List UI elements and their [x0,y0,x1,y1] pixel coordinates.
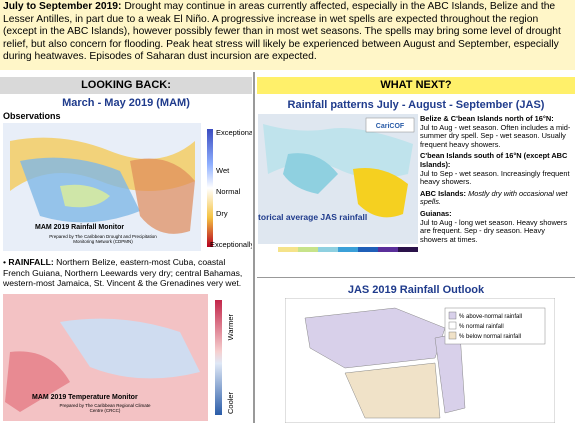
region: C'bean Islands south of 16°N (except ABC… [420,152,573,186]
rain-scale [258,247,418,252]
map-region [60,318,200,379]
legend-label: Warmer [226,314,235,341]
outlook-zone [344,362,441,419]
region: ABC Islands: Mostly dry with occasional … [420,188,573,207]
left-subtitle: Observations [3,111,61,121]
map-region [283,153,338,194]
outlook-title: JAS 2019 Rainfall Outlook [347,284,485,296]
outlook-zone [304,307,446,369]
legend-label: Cooler [226,391,235,414]
logo-box [365,117,415,133]
map-caption: Historical average JAS rainfall [258,212,367,222]
map-region [130,158,195,234]
legend-label: Normal [216,187,241,196]
legend-swatch [448,311,457,320]
legend-label: % normal rainfall [459,324,504,330]
legend-bar [215,300,222,415]
temp-map: Warmer Cooler MAM 2019 Temperature Monit… [3,294,235,421]
rain-bullet: • RAINFALL: Northern Belize, eastern-mos… [3,257,243,288]
region-text: Jul to Aug - long wet season. Heavy show… [420,217,568,244]
region-name: C'bean Islands south of 16°N (except ABC… [420,151,568,169]
legend-swatch [448,331,457,340]
map-region [60,184,110,208]
legend-label: % above-normal rainfall [459,314,522,320]
left-title: March - May 2019 (MAM) [62,97,190,109]
region-text: Jul to Sep - wet season. Increasingly fr… [420,168,570,187]
map-region [263,124,413,178]
region-name: ABC Islands: [420,188,466,198]
map-credit: Prepared by The Caribbean Drought and Pr… [49,234,157,244]
region-text: Jul to Aug - wet season. Often includes … [420,122,571,149]
separator [257,277,575,278]
region-name: Belize & C'bean Islands north of 16°N: [420,114,554,123]
intro-text: Drought may continue in areas currently … [3,1,561,63]
map-caption: MAM 2019 Rainfall Monitor [35,224,124,231]
rain-map: Exceptional wet Wet Normal Dry Exception… [3,123,252,251]
map-region [5,351,70,412]
right-header: WHAT NEXT? [257,77,575,94]
outlook-map: % above-normal rainfall % normal rainfal… [285,298,555,423]
left-header: LOOKING BACK: [0,77,252,94]
legend-bar [207,129,213,247]
legend-label: % below normal rainfall [459,334,521,340]
right-title: Rainfall patterns July - August - Septem… [287,99,545,111]
map-caption: MAM 2019 Temperature Monitor [32,394,138,401]
bullet-label: RAINFALL: [8,257,54,267]
map-credit: Prepared by The Caribbean Regional Clima… [59,403,151,413]
region: Belize & C'bean Islands north of 16°N: Ju… [420,114,573,149]
intro-lead: July to September 2019: [3,1,122,12]
bullet-text: Northern Belize, eastern-most Cuba, coas… [3,257,243,288]
intro: July to September 2019: Drought may cont… [0,0,575,70]
jas-map: CariCOF Historical average JAS rainfall [258,114,418,252]
region-name: Guianas: [420,208,452,218]
legend-box [444,307,546,345]
legend-label: Dry [216,209,228,218]
legend-label: Wet [216,166,230,175]
legend-label: Exceptionally dry [210,240,252,249]
region-text: Mostly dry with occasional wet spells. [420,188,568,207]
region: Guianas: Jul to Aug - long wet season. He… [420,208,573,244]
regions: Belize & C'bean Islands north of 16°N: Ju… [420,114,573,244]
legend-label: Exceptional wet [216,128,252,137]
divider [253,72,255,423]
map-region [353,168,408,218]
legend-swatch [448,321,457,330]
logo: CariCOF [376,123,405,130]
